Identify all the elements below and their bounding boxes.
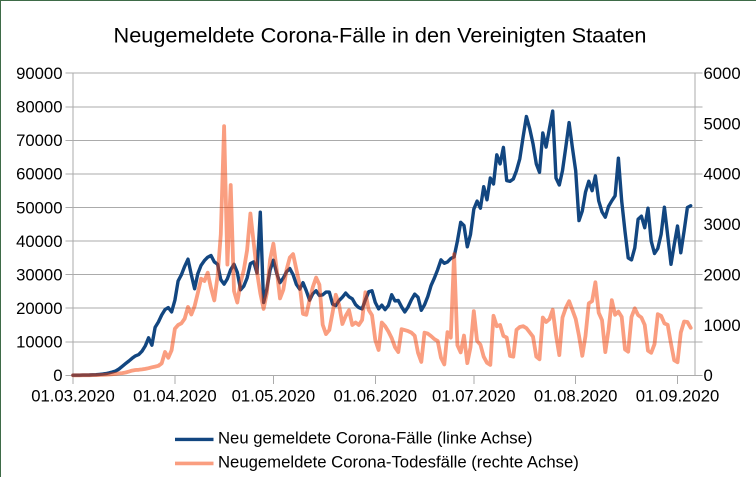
svg-text:01.08.2020: 01.08.2020 — [534, 387, 618, 406]
svg-text:6000: 6000 — [704, 64, 741, 83]
svg-text:30000: 30000 — [16, 266, 62, 285]
svg-text:20000: 20000 — [16, 299, 62, 318]
svg-text:90000: 90000 — [16, 64, 62, 83]
svg-text:0: 0 — [53, 366, 62, 385]
svg-text:4000: 4000 — [704, 165, 741, 184]
svg-text:5000: 5000 — [704, 114, 741, 133]
svg-text:50000: 50000 — [16, 198, 62, 217]
svg-text:60000: 60000 — [16, 165, 62, 184]
svg-text:0: 0 — [704, 366, 713, 385]
svg-text:Neu gemeldete Corona-Fälle (li: Neu gemeldete Corona-Fälle (linke Achse) — [218, 429, 532, 448]
svg-text:80000: 80000 — [16, 98, 62, 117]
svg-text:01.09.2020: 01.09.2020 — [636, 387, 720, 406]
svg-text:1000: 1000 — [704, 316, 741, 335]
svg-text:01.04.2020: 01.04.2020 — [133, 387, 217, 406]
svg-text:01.03.2020: 01.03.2020 — [31, 387, 115, 406]
svg-text:2000: 2000 — [704, 266, 741, 285]
svg-text:Neugemeldete Corona-Fälle in d: Neugemeldete Corona-Fälle in den Vereini… — [114, 23, 647, 48]
svg-text:01.06.2020: 01.06.2020 — [334, 387, 418, 406]
svg-text:Neugemeldete Corona-Todesfälle: Neugemeldete Corona-Todesfälle (rechte A… — [218, 453, 579, 472]
svg-text:40000: 40000 — [16, 232, 62, 251]
svg-text:70000: 70000 — [16, 131, 62, 150]
svg-text:01.07.2020: 01.07.2020 — [432, 387, 516, 406]
svg-text:10000: 10000 — [16, 333, 62, 352]
svg-text:3000: 3000 — [704, 215, 741, 234]
svg-text:01.05.2020: 01.05.2020 — [232, 387, 316, 406]
